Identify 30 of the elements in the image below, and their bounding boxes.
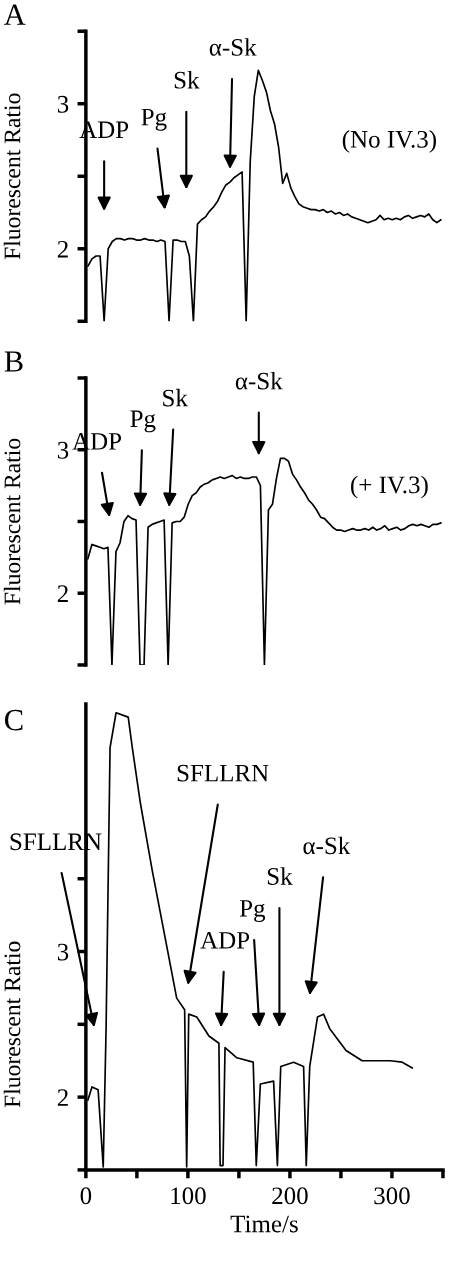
- x-tick-label: 300: [374, 1187, 410, 1205]
- annotation: Pg: [130, 410, 156, 433]
- y-axis-title: Fluorescent Ratio: [3, 941, 21, 1108]
- y-tick-label: 3: [57, 95, 69, 113]
- annotation: α-Sk: [235, 371, 283, 390]
- annotation: SFLLRN: [177, 764, 269, 782]
- annotation: Pg: [239, 900, 266, 922]
- y-tick-label: 2: [57, 240, 68, 258]
- annotation: (+ IV.3): [351, 475, 428, 499]
- annotation: Sk: [163, 388, 188, 407]
- x-tick-label: 100: [171, 1187, 206, 1205]
- annotation: (No IV.3): [342, 130, 436, 153]
- y-axis-title: Fluorescent Ratio: [3, 438, 21, 605]
- y-tick-label: 3: [57, 441, 69, 459]
- y-axis-title: Fluorescent Ratio: [3, 93, 21, 260]
- y-tick-label: 2: [57, 585, 68, 602]
- annotation: Pg: [141, 108, 167, 131]
- annotation: Sk: [174, 71, 200, 89]
- annotation: α-Sk: [303, 836, 351, 855]
- y-tick-label: 3: [57, 943, 69, 961]
- chart-title: B: [4, 351, 23, 372]
- x-tick-label: 0: [80, 1187, 92, 1205]
- annotation: ADP: [200, 932, 250, 949]
- x-tick-label: 200: [272, 1187, 308, 1205]
- annotation: α-Sk: [209, 38, 257, 56]
- y-tick-label: 2: [57, 1089, 68, 1106]
- annotation: Sk: [267, 867, 293, 885]
- x-axis-title: Time/s: [230, 1215, 298, 1233]
- chart-title: C: [5, 709, 23, 731]
- chart-title: A: [4, 4, 26, 25]
